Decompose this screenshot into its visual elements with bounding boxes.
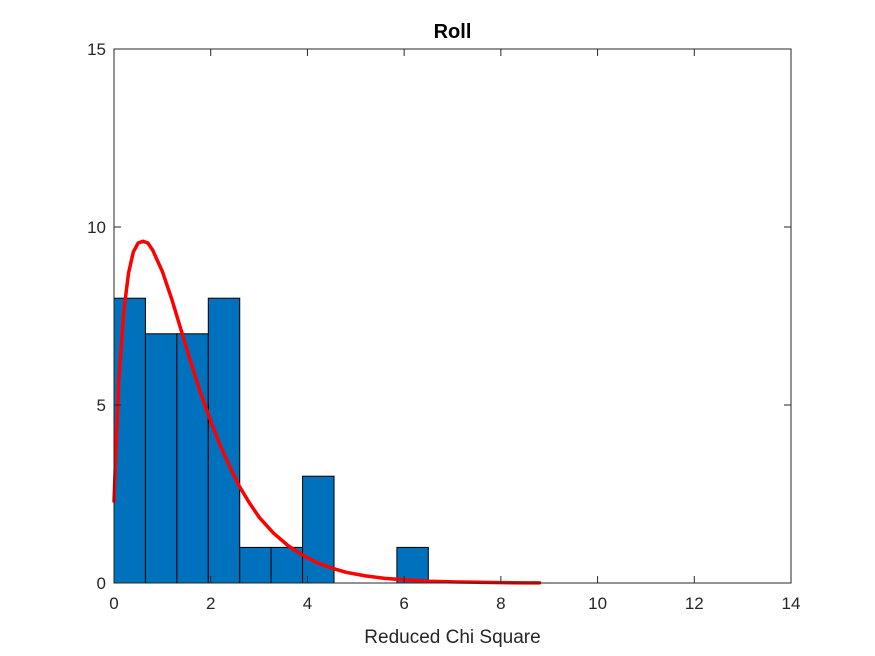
axes-box xyxy=(113,48,792,584)
histogram-bar xyxy=(113,297,146,584)
y-tick-label: 10 xyxy=(87,218,106,237)
x-tick-label: 14 xyxy=(782,594,801,613)
axis-ticks xyxy=(113,48,792,584)
histogram-bar xyxy=(207,297,241,584)
histogram-bar xyxy=(144,333,178,584)
axis-tick-labels: 0 2 4 6 8 10 12 14 0 5 10 15 xyxy=(87,40,800,613)
histogram-bar xyxy=(396,546,429,584)
y-tick-label: 0 xyxy=(97,574,106,593)
x-tick-label: 0 xyxy=(109,594,118,613)
chart-title: Roll xyxy=(434,21,472,43)
x-tick-label: 12 xyxy=(685,594,704,613)
x-tick-label: 2 xyxy=(206,594,215,613)
histogram-bar xyxy=(239,546,272,584)
fit-curve-layer xyxy=(112,239,542,585)
x-tick-label: 6 xyxy=(399,594,408,613)
histogram-bars xyxy=(113,297,429,584)
x-tick-label: 4 xyxy=(303,594,312,613)
y-tick-label: 15 xyxy=(87,40,106,59)
x-axis-label: Reduced Chi Square xyxy=(364,627,540,648)
y-tick-label: 5 xyxy=(97,396,106,415)
fit-curve-line xyxy=(112,239,542,585)
x-tick-label: 8 xyxy=(496,594,505,613)
x-tick-label: 10 xyxy=(588,594,607,613)
